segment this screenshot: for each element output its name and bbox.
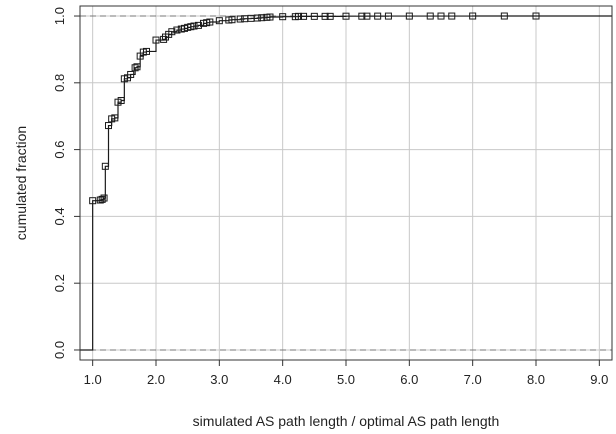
data-point-marker <box>363 12 371 20</box>
data-point-marker <box>206 18 214 26</box>
data-point-marker <box>215 17 223 25</box>
data-point-marker <box>236 15 244 23</box>
data-point-marker <box>117 97 125 105</box>
y-axis-label: cumulated fraction <box>13 126 29 240</box>
data-point-marker <box>358 12 366 20</box>
data-point-marker <box>500 12 508 20</box>
data-point-marker <box>111 114 119 122</box>
data-point-marker <box>266 13 274 21</box>
data-point-marker <box>131 64 139 72</box>
data-point-marker <box>143 47 150 55</box>
y-axis-ticks: 0.0 0.2 0.4 0.6 0.8 1.0 <box>52 7 80 359</box>
x-tick-label: 8.0 <box>527 372 545 387</box>
x-tick-label: 7.0 <box>464 372 482 387</box>
y-tick-label: 1.0 <box>52 7 67 25</box>
data-point-marker <box>105 122 112 130</box>
data-point-marker <box>228 16 236 24</box>
data-point-marker <box>194 21 202 29</box>
x-tick-label: 9.0 <box>590 372 608 387</box>
y-tick-label: 0.6 <box>52 141 67 159</box>
data-point-marker <box>342 12 350 20</box>
y-tick-label: 0.2 <box>52 274 67 292</box>
y-tick-label: 0.0 <box>52 341 67 359</box>
x-axis-label: simulated AS path length / optimal AS pa… <box>193 413 500 429</box>
data-point-marker <box>98 195 106 203</box>
data-point-marker <box>374 12 382 20</box>
x-tick-label: 3.0 <box>210 372 228 387</box>
data-point-marker <box>310 12 318 20</box>
data-point-marker <box>405 12 413 20</box>
data-point-marker <box>426 12 434 20</box>
data-point-marker <box>326 12 334 20</box>
data-point-marker <box>190 22 198 30</box>
data-point-marker <box>133 63 141 71</box>
data-point-marker <box>168 28 176 36</box>
data-point-marker <box>532 12 540 20</box>
data-point-marker <box>279 13 287 21</box>
data-point-marker <box>258 14 266 22</box>
data-point-marker <box>152 36 160 44</box>
data-point-marker <box>300 12 308 20</box>
data-point-marker <box>437 12 445 20</box>
data-point-marker <box>96 196 104 204</box>
cdf-series <box>80 12 612 351</box>
data-point-marker <box>89 197 97 205</box>
y-tick-label: 0.4 <box>52 207 67 225</box>
x-tick-label: 1.0 <box>84 372 102 387</box>
x-tick-label: 4.0 <box>274 372 292 387</box>
data-point-marker <box>469 12 477 20</box>
data-point-marker <box>173 26 181 34</box>
data-point-marker <box>253 14 261 22</box>
x-tick-label: 6.0 <box>400 372 418 387</box>
data-point-marker <box>101 162 109 170</box>
x-tick-label: 2.0 <box>147 372 165 387</box>
data-point-marker <box>127 70 135 78</box>
data-point-marker <box>160 35 168 43</box>
data-point-marker <box>448 12 456 20</box>
y-tick-label: 0.8 <box>52 74 67 92</box>
data-point-marker <box>295 12 302 20</box>
grid-lines <box>80 6 612 360</box>
data-point-marker <box>384 12 392 20</box>
data-point-marker <box>321 12 329 20</box>
x-tick-label: 5.0 <box>337 372 355 387</box>
x-axis-ticks: 1.0 2.0 3.0 4.0 5.0 6.0 7.0 8.0 9.0 <box>84 360 608 387</box>
data-point-marker <box>100 194 108 202</box>
